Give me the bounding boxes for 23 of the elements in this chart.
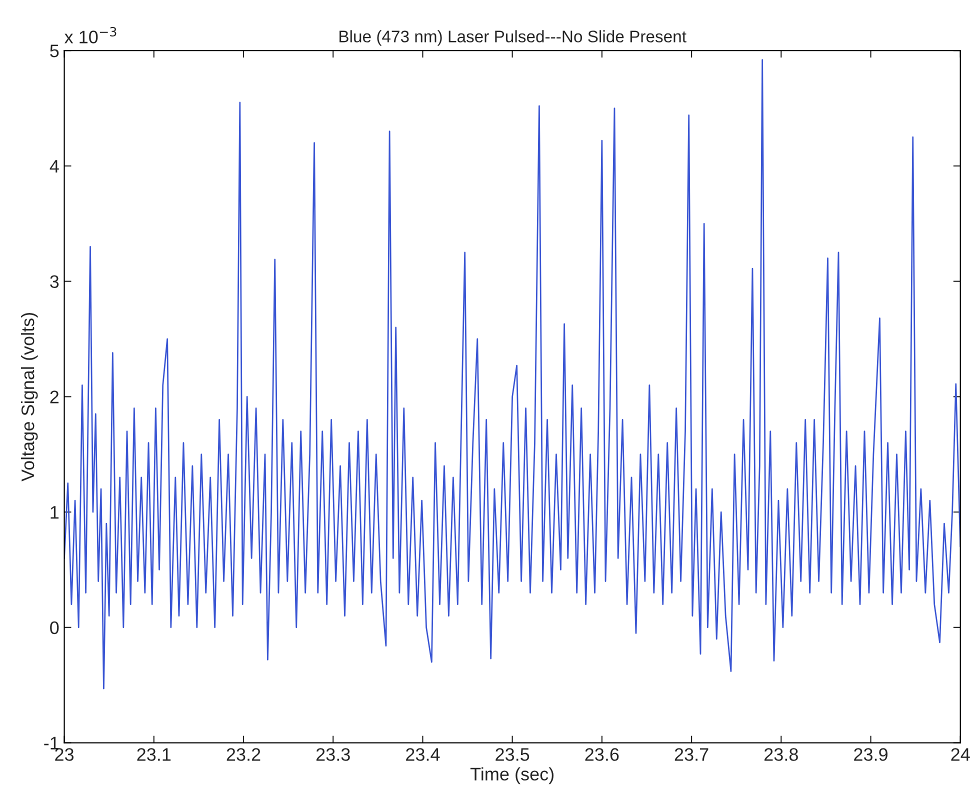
chart-title: Blue (473 nm) Laser Pulsed---No Slide Present (340, 30, 686, 46)
y-tick-label: 5 (50, 44, 59, 58)
x-tick-label: 23.4 (406, 748, 440, 761)
y-tick-label: 2 (50, 390, 59, 404)
y-tick-label: -1 (44, 736, 59, 750)
x-axis-title: Time (sec) (470, 767, 554, 784)
y-tick-label: 0 (50, 621, 59, 634)
line-series (64, 59, 960, 690)
x-tick-label: 23.8 (764, 748, 798, 761)
x-tick-label: 23.7 (674, 748, 708, 761)
x-tick-label: 23.9 (854, 748, 888, 761)
x-tick-label: 23.5 (496, 748, 530, 761)
x-tick-label: 23.6 (585, 748, 619, 761)
x-tick-label: 23.1 (137, 748, 171, 761)
x-tick-label: 23.2 (226, 748, 260, 761)
x-tick-label: 23 (55, 748, 74, 761)
y-tick-label: 4 (50, 160, 59, 172)
x-tick-label: 23.3 (316, 748, 350, 761)
y-axis-title: Voltage Signal (volts) (20, 312, 38, 482)
text: x 10$^{−3}$ (64, 26, 116, 44)
y-tick-label: 1 (50, 506, 59, 519)
y-tick-label: 3 (50, 275, 59, 288)
x-tick-label: 24 (951, 748, 970, 761)
